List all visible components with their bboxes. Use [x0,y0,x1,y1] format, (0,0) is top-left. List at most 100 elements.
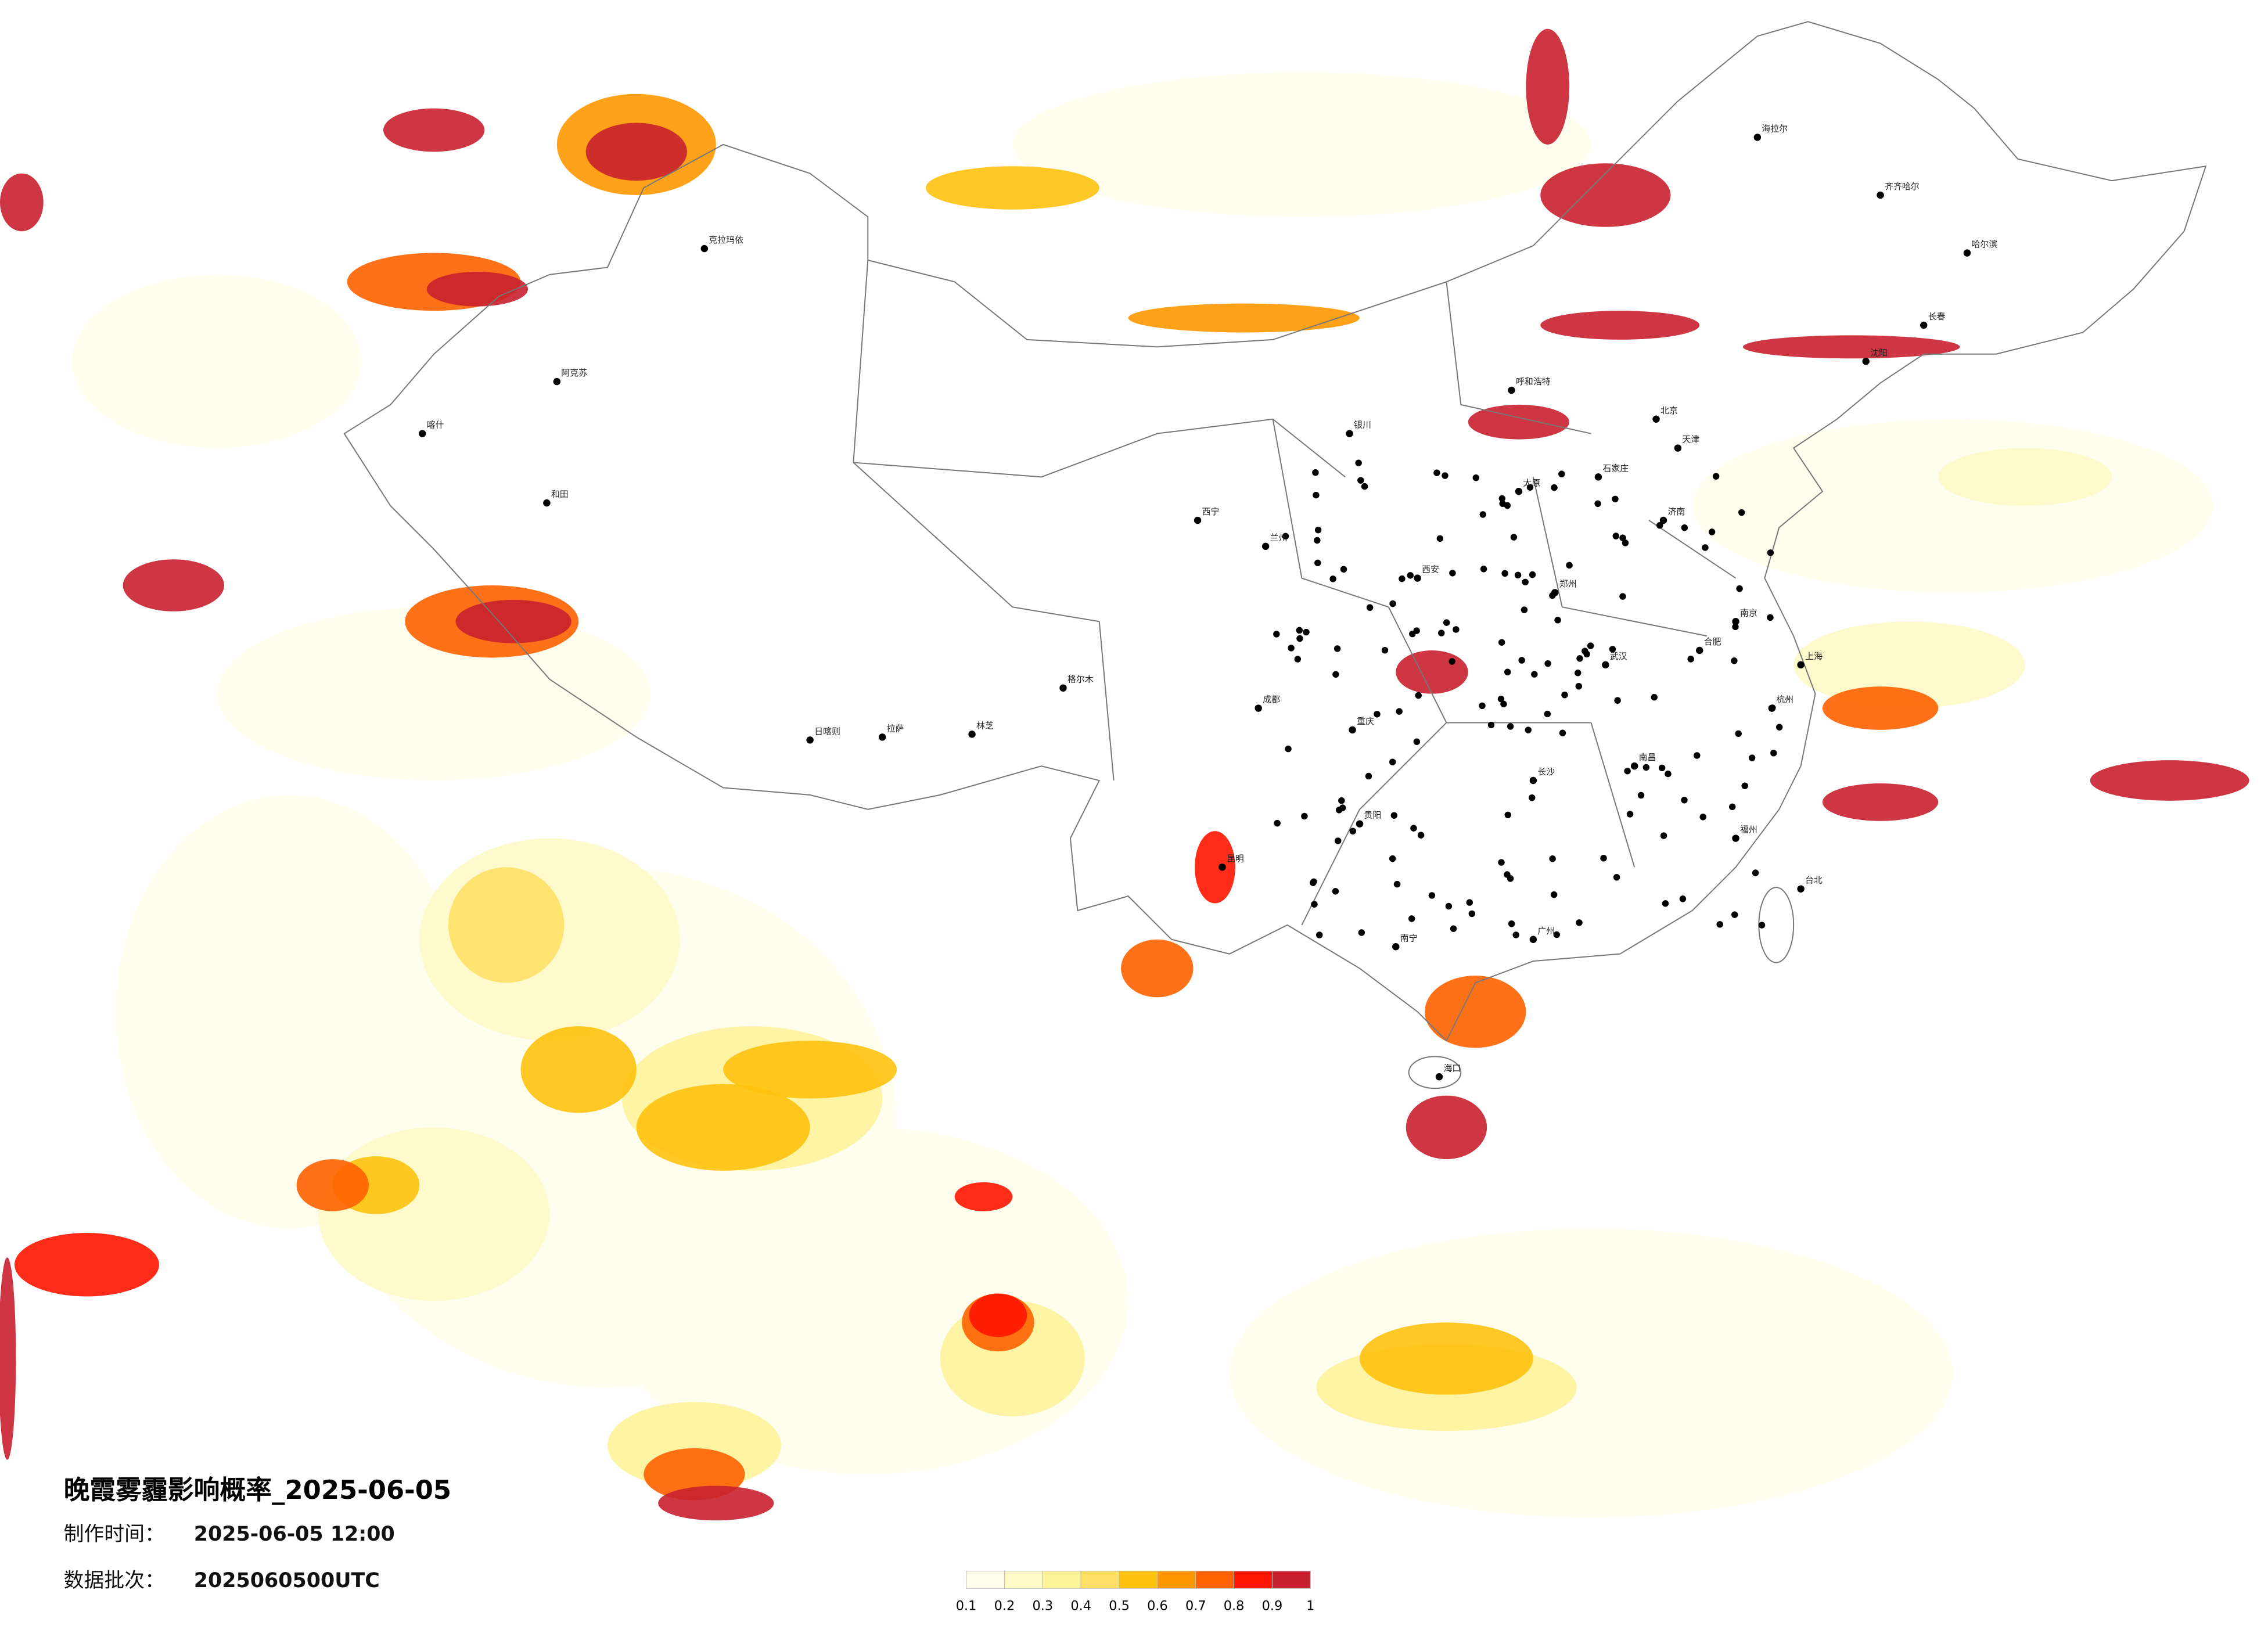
city-dot [1797,885,1805,893]
city-dot [1498,495,1506,502]
city-dot [1282,533,1289,540]
city-dot [1361,483,1368,490]
city-label: 银川 [1354,420,1371,430]
haze-patch [1406,1095,1487,1160]
city-dot [1498,859,1505,866]
city-dot [968,731,976,738]
city-dot [1551,589,1559,596]
city-dot [1544,660,1551,667]
province-borders [853,260,1737,926]
city-dot [1753,134,1762,141]
haze-patch [723,1041,897,1099]
haze-patch [1822,686,1939,730]
city-dot [1480,566,1487,573]
city-dot [1339,804,1346,811]
haze-layer [0,28,2249,1521]
city-label: 天津 [1682,434,1699,445]
city-dot [1731,911,1738,918]
city-dot [1576,655,1583,662]
city-dot [1521,606,1528,613]
city-dot [1559,729,1566,736]
haze-patch [969,1293,1027,1337]
haze-patch [1793,621,2025,708]
city-dot [1712,473,1720,480]
city-dot [1340,566,1347,573]
city-dot [1219,864,1226,871]
city-label: 哈尔滨 [1971,239,1997,250]
city-dot [1525,726,1532,733]
city-dot [1662,900,1669,907]
city-dot [1445,902,1453,910]
city-dot [1708,528,1716,535]
city-dot [1059,684,1067,692]
city-dot [1554,617,1561,624]
city-dot [1357,477,1364,484]
map-title: 晚霞雾霾影响概率_2025-06-05 [64,1474,452,1505]
haze-patch [383,108,485,152]
city-dot [1748,754,1756,761]
haze-patch [296,1159,369,1211]
city-dot [1716,921,1723,928]
city-dot [1612,495,1619,503]
city-dot [806,736,814,744]
legend-swatch [1042,1570,1081,1589]
city-label: 济南 [1667,506,1685,517]
city-label: 和田 [551,489,569,499]
city-label: 长春 [1928,311,1946,322]
city-label: 福州 [1740,825,1757,835]
city-dot [1637,792,1645,799]
city-label: 拉萨 [887,723,904,733]
city-dot [1594,500,1601,508]
legend: 0.1 0.2 0.3 0.4 0.5 0.6 0.7 0.8 0.9 1 [956,1570,1314,1614]
city-dot [1332,671,1339,678]
city-dot [1428,892,1436,899]
city-dot [1194,516,1202,524]
city-dot [1735,730,1742,738]
city-dot [1681,524,1688,531]
city-dot [1504,811,1512,819]
city-dot [1797,661,1805,669]
city-dot [1449,570,1456,577]
city-dot [1674,444,1682,452]
city-dot [1514,571,1522,579]
legend-tick-label: 0.5 [1109,1599,1130,1614]
city-dot [1526,484,1534,491]
city-dot [1332,888,1339,895]
haze-patch [1540,163,1671,227]
city-dot [1296,627,1303,634]
city-label: 南京 [1740,607,1757,618]
legend-swatch [1157,1570,1196,1589]
city-dot [1448,658,1455,665]
city-dot [1356,820,1364,828]
city-dot [1346,430,1353,437]
city-dot [1274,819,1281,827]
batch: 2025060500UTC [194,1569,380,1592]
city-dot [1301,812,1308,820]
city-dot [1436,535,1444,542]
city-dot [1768,704,1776,712]
legend-tick-label: 0.2 [994,1599,1015,1614]
haze-patch [1540,311,1700,340]
city-dot [1529,571,1536,578]
city-label: 长沙 [1537,767,1555,777]
city-dot [1392,943,1400,951]
city-dot [1518,657,1525,664]
city-label: 南昌 [1639,752,1656,762]
legend-tick-label: 0.6 [1147,1599,1168,1614]
haze-patch [318,1127,550,1301]
city-label: 沈阳 [1870,347,1888,358]
city-dot [1365,772,1372,780]
city-dot [1261,542,1270,551]
city-dot [1731,657,1738,664]
city-dot [1312,469,1319,476]
legend-swatch [1080,1570,1120,1589]
city-dot [1366,604,1374,611]
city-dot [1335,837,1342,844]
city-dot [1450,925,1457,932]
city-dot [1442,472,1448,479]
city-dot [553,377,561,386]
city-dot [1687,656,1694,663]
city-dot [1920,321,1928,329]
